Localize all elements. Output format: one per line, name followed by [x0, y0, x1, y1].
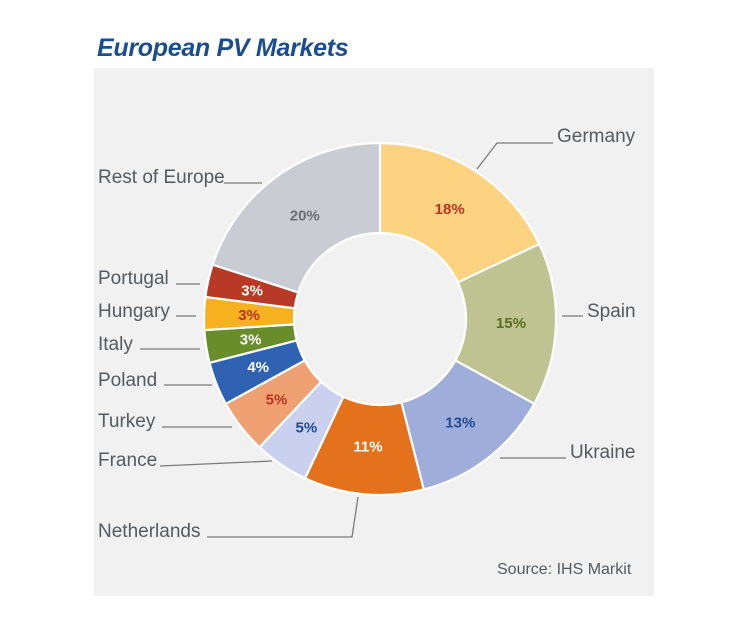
- slice-label-italy: Italy: [98, 334, 133, 355]
- slice-label-portugal: Portugal: [98, 268, 169, 289]
- leader-line-netherlands: [207, 496, 359, 538]
- slice-value-hungary: 3%: [238, 307, 260, 324]
- leader-line-france: [159, 460, 273, 467]
- slice-value-portugal: 3%: [241, 282, 263, 299]
- leader-line-germany: [476, 142, 553, 170]
- slice-rest-of-europe: [211, 141, 382, 294]
- slice-germany: [378, 141, 541, 284]
- source-note: Source: IHS Markit: [497, 561, 632, 578]
- slice-label-turkey: Turkey: [98, 411, 156, 432]
- slice-label-ukraine: Ukraine: [570, 442, 635, 463]
- slice-label-netherlands: Netherlands: [98, 521, 200, 542]
- slice-value-ukraine: 13%: [445, 415, 475, 432]
- slice-value-poland: 4%: [247, 359, 269, 376]
- slice-value-netherlands: 11%: [353, 438, 382, 455]
- slice-value-turkey: 5%: [266, 391, 288, 408]
- slice-label-spain: Spain: [587, 301, 636, 322]
- slice-value-france: 5%: [296, 419, 318, 436]
- slice-label-poland: Poland: [98, 370, 157, 391]
- slice-value-rest-of-europe: 20%: [290, 207, 320, 224]
- slice-label-germany: Germany: [557, 126, 636, 147]
- slice-spain: [453, 242, 558, 406]
- slice-value-italy: 3%: [240, 331, 262, 348]
- chart-title: European PV Markets: [97, 34, 349, 62]
- slice-value-germany: 18%: [435, 201, 465, 218]
- slice-label-france: France: [98, 450, 157, 471]
- slice-label-hungary: Hungary: [98, 301, 170, 322]
- slice-label-rest-of-europe: Rest of Europe: [98, 167, 225, 188]
- slice-value-spain: 15%: [496, 315, 526, 332]
